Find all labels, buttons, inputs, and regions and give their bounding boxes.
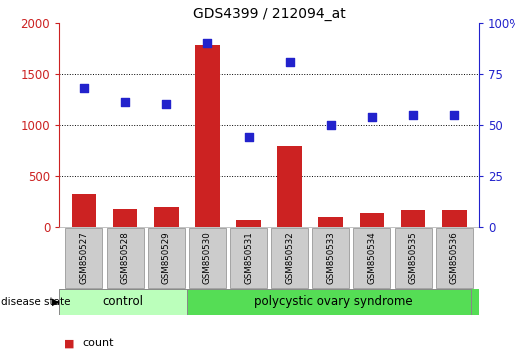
Bar [154,207,179,227]
Bar [189,228,226,288]
Point [285,59,294,64]
Bar [236,220,261,227]
Bar [230,228,267,288]
Text: control: control [102,295,144,308]
Text: GSM850535: GSM850535 [408,231,418,284]
Point [450,112,458,118]
Bar [65,228,102,288]
Bar [187,289,479,315]
Point [203,41,212,46]
Bar [107,228,144,288]
Text: GSM850534: GSM850534 [368,231,376,284]
Bar [401,210,425,227]
Text: GSM850531: GSM850531 [244,231,253,284]
Bar [436,228,473,288]
Bar [359,213,384,227]
Bar [271,228,308,288]
Bar [113,209,138,227]
Text: GSM850527: GSM850527 [79,231,89,284]
Point [121,99,129,105]
Text: GSM850536: GSM850536 [450,231,459,284]
Point [245,134,253,140]
Text: GSM850533: GSM850533 [327,231,335,284]
Text: GSM850528: GSM850528 [121,231,130,284]
Text: ■: ■ [64,338,75,348]
Bar [442,210,467,227]
Bar [353,228,390,288]
Point [327,122,335,127]
Text: count: count [82,338,114,348]
Bar [318,217,343,227]
Text: GSM850529: GSM850529 [162,231,170,284]
Text: GSM850532: GSM850532 [285,231,294,284]
Point [409,112,417,118]
Point [80,85,88,91]
Title: GDS4399 / 212094_at: GDS4399 / 212094_at [193,7,346,21]
Text: ▶: ▶ [52,297,59,307]
Bar [277,146,302,227]
Bar [148,228,185,288]
Bar [195,45,220,227]
Bar [312,228,349,288]
Point [368,114,376,119]
Text: disease state: disease state [1,297,71,307]
Bar [394,228,432,288]
Bar [59,289,187,315]
Text: polycystic ovary syndrome: polycystic ovary syndrome [253,295,412,308]
Text: GSM850530: GSM850530 [203,231,212,284]
Point [162,102,170,107]
Bar [72,194,96,227]
